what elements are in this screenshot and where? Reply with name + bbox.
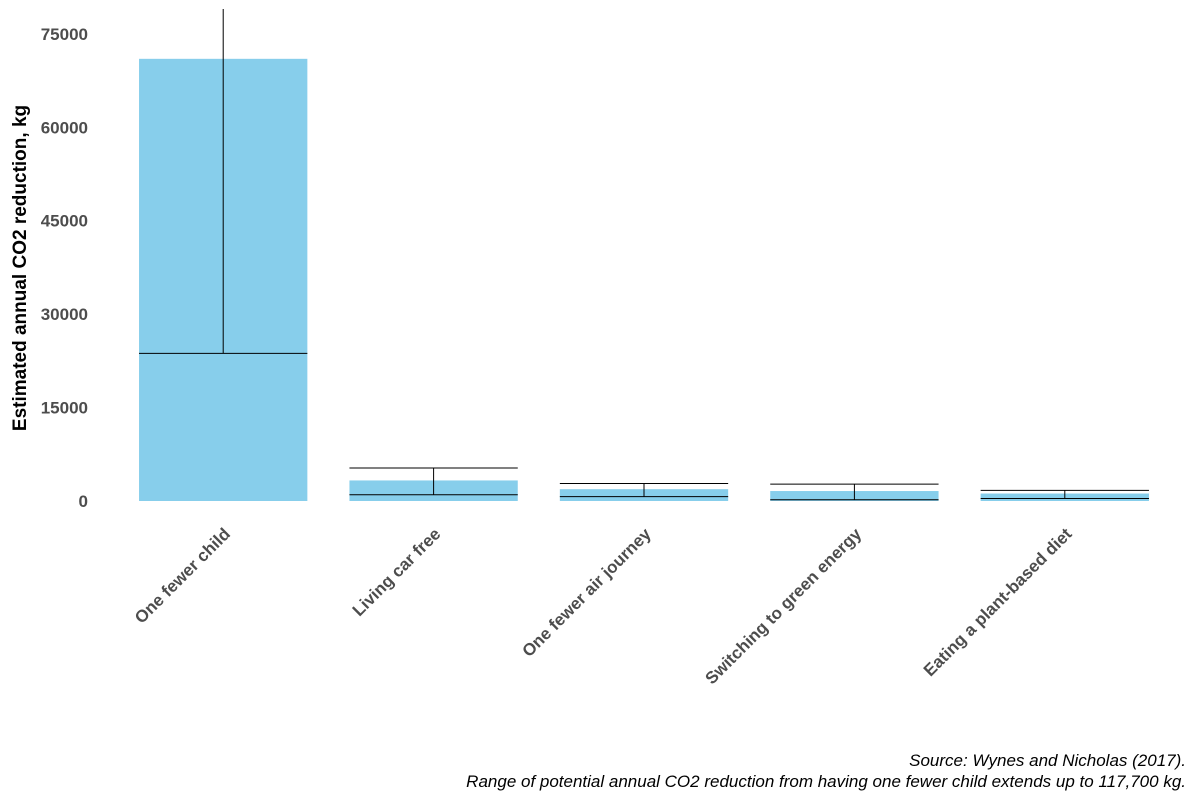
error-bar	[559, 483, 729, 498]
error-bar	[770, 483, 939, 501]
y-axis-ticks: 0 15000 30000 45000 60000 75000	[41, 25, 88, 511]
y-tick-label: 15000	[41, 399, 88, 418]
y-tick-label: 0	[79, 492, 88, 511]
error-bar	[980, 489, 1149, 500]
error-bar	[349, 467, 518, 496]
x-tick-label: One fewer child	[131, 524, 234, 627]
x-tick-label: Living car free	[349, 524, 445, 620]
bars-group	[139, 58, 1149, 501]
range-caption: Range of potential annual CO2 reduction …	[466, 772, 1186, 791]
x-tick-label: Eating a plant-based diet	[920, 524, 1076, 680]
y-tick-label: 75000	[41, 25, 88, 44]
x-axis-ticks: One fewer child Living car free One fewer …	[131, 524, 1076, 688]
source-caption: Source: Wynes and Nicholas (2017).	[909, 751, 1186, 770]
errorbars-group	[139, 9, 1149, 501]
error-bar	[139, 9, 308, 354]
y-tick-label: 45000	[41, 212, 88, 231]
y-axis-title: Estimated annual CO2 reduction, kg	[10, 105, 31, 431]
y-tick-label: 60000	[41, 118, 88, 137]
x-tick-label: One fewer air journey	[518, 524, 655, 661]
x-tick-label: Switching to green energy	[702, 524, 866, 688]
y-tick-label: 30000	[41, 305, 88, 324]
